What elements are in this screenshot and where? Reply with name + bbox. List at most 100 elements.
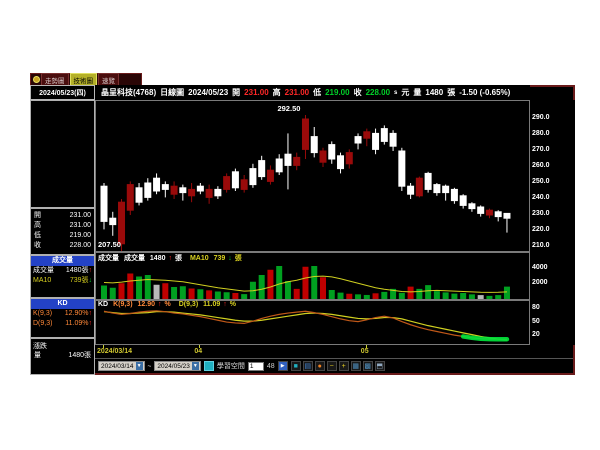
dropdown-arrow-icon[interactable]: ▼ bbox=[191, 362, 199, 370]
kd-pane-k-unit: % bbox=[164, 301, 171, 308]
kd-pane-k-value: 12.90 bbox=[137, 301, 156, 308]
indicator-label: K(9,3) bbox=[33, 310, 53, 317]
time-axis: 2024/03/14 04 05 bbox=[95, 345, 530, 358]
bar-count: 48 bbox=[266, 362, 275, 370]
sidebar-blank-panel bbox=[30, 100, 95, 208]
page-input[interactable] bbox=[247, 361, 264, 371]
apply-icon[interactable]: ■ bbox=[290, 361, 301, 371]
kd-tick-80: 80 bbox=[532, 304, 540, 311]
indicator-row-成交量: 成交量 1480張↑ bbox=[31, 266, 94, 276]
price-tick-260: 260.0 bbox=[532, 162, 550, 169]
price-tick-280: 280.0 bbox=[532, 130, 550, 137]
date-cell: 2024/05/23(四) bbox=[30, 85, 95, 100]
quote-label: 高 bbox=[34, 222, 41, 229]
chart-date: 2024/05/23 bbox=[188, 88, 229, 97]
indicator-value: 739張↓ bbox=[69, 277, 93, 284]
trend-arrow-icon: ↑ bbox=[88, 267, 93, 274]
vol-pane-ma-label: MA10 bbox=[189, 255, 209, 262]
ma-down-arrow-icon: ↓ bbox=[228, 255, 232, 262]
quote-row-高: 高 231.00 bbox=[33, 221, 92, 231]
change-volume-label: 量 bbox=[34, 352, 41, 359]
zoom-in-icon[interactable]: + bbox=[338, 361, 349, 371]
price-tick-290: 290.0 bbox=[532, 114, 550, 121]
flag: s bbox=[394, 89, 398, 96]
open-label: 開 bbox=[232, 88, 241, 97]
kd-pane-title: KD bbox=[98, 301, 109, 308]
d-up-arrow-icon: ↑ bbox=[223, 301, 227, 308]
range-separator: ~ bbox=[147, 362, 152, 370]
volume-pane[interactable]: 成交量 成交量 1480 ↑ 張 MA10 739 ↓ 張 bbox=[95, 252, 530, 300]
sidebar-kd-panel[interactable]: KD K(9,3) 12.90%↑ D(9,3) 11.09%↑ bbox=[30, 298, 95, 338]
title-bar: 晶呈科技(4768) 日線圖 2024/05/23 開 231.00 高 231… bbox=[95, 85, 530, 100]
low-value: 219.00 bbox=[325, 88, 350, 97]
sidebar-volume-panel[interactable]: 成交量 成交量 1480張↑ MA10 739張↓ bbox=[30, 255, 95, 298]
x-label-2024/03/14: 2024/03/14 bbox=[97, 348, 133, 355]
chart-type-label: 日線圖 bbox=[160, 88, 185, 97]
quote-value: 228.00 bbox=[69, 242, 91, 249]
chart-icon[interactable]: ▤ bbox=[302, 361, 313, 371]
kd-pane[interactable]: KD K(9,3) 12.90 ↑% D(9,3) 11.09 ↑% bbox=[95, 300, 530, 345]
change-label: 漲跌 bbox=[33, 343, 47, 350]
price-tick-270: 270.0 bbox=[532, 146, 550, 153]
volume-value: 1480 bbox=[425, 88, 444, 97]
app-icon[interactable] bbox=[33, 76, 40, 83]
open-value: 231.00 bbox=[244, 88, 269, 97]
grid-icon[interactable]: ▦ bbox=[350, 361, 361, 371]
sidebar-kd-header[interactable]: KD bbox=[31, 299, 94, 309]
x-label-05: 05 bbox=[360, 348, 369, 355]
quote-label: 低 bbox=[34, 232, 41, 239]
indicator-label: D(9,3) bbox=[33, 320, 53, 327]
price-chart-pane[interactable]: 292.50 207.50 bbox=[95, 100, 530, 252]
volume-label: 量 bbox=[413, 88, 422, 97]
price-tick-230: 230.0 bbox=[532, 210, 550, 217]
indicator-row-D(9,3): D(9,3) 11.09%↑ bbox=[31, 319, 94, 329]
x-tick bbox=[103, 345, 104, 348]
currency-label: 元 bbox=[401, 88, 410, 97]
x-tick bbox=[199, 345, 201, 348]
quote-row-開: 開 231.00 bbox=[33, 211, 92, 221]
kd-pane-d-label: D(9,3) bbox=[178, 301, 199, 308]
range-end-value: 2024/05/23 bbox=[157, 362, 190, 370]
price-tick-240: 240.0 bbox=[532, 194, 550, 201]
expand-icon[interactable]: ⬒ bbox=[374, 361, 385, 371]
close-value: 228.00 bbox=[365, 88, 391, 97]
change-volume-value: 1480張 bbox=[68, 352, 91, 359]
indicator-label: MA10 bbox=[33, 277, 52, 284]
dropdown-arrow-icon[interactable]: ▼ bbox=[135, 362, 143, 370]
target-icon[interactable]: ● bbox=[314, 361, 325, 371]
high-annotation: 292.50 bbox=[277, 104, 301, 113]
kd-pane-k-label: K(9,3) bbox=[113, 301, 133, 308]
vol-pane-ma-value: 739 bbox=[213, 255, 226, 262]
quote-value: 231.00 bbox=[69, 212, 91, 219]
indicator-row-K(9,3): K(9,3) 12.90%↑ bbox=[31, 309, 94, 319]
indicator-value: 11.09%↑ bbox=[65, 320, 93, 327]
vol-up-arrow-icon: ↑ bbox=[168, 255, 172, 262]
price-tick-250: 250.0 bbox=[532, 178, 550, 185]
vol-pane-ma-unit: 張 bbox=[234, 255, 242, 262]
volume-tick-2000: 2000 bbox=[532, 279, 548, 286]
quote-row-收: 收 228.00 bbox=[33, 241, 92, 251]
trend-arrow-icon: ↑ bbox=[88, 320, 93, 327]
sidebar-volume-header[interactable]: 成交量 bbox=[31, 256, 94, 266]
next-button[interactable]: ▶ bbox=[277, 361, 288, 371]
indicator-label: 成交量 bbox=[33, 267, 54, 274]
x-tick bbox=[365, 345, 367, 348]
indicator-row-MA10: MA10 739張↓ bbox=[31, 276, 94, 286]
quote-label: 開 bbox=[34, 212, 41, 219]
vol-pane-vol-unit: 張 bbox=[174, 255, 182, 262]
kd-tick-20: 20 bbox=[532, 331, 540, 338]
range-end-dropdown[interactable]: 2024/05/23 ▼ bbox=[154, 361, 201, 371]
price-tick-220: 220.0 bbox=[532, 226, 550, 233]
panel-icon[interactable]: ▩ bbox=[362, 361, 373, 371]
trend-arrow-icon: ↓ bbox=[88, 277, 93, 284]
vol-pane-title: 成交量 bbox=[98, 255, 119, 262]
range-start-dropdown[interactable]: 2024/03/14 ▼ bbox=[98, 361, 145, 371]
zoom-out-icon[interactable]: − bbox=[326, 361, 337, 371]
quote-value: 219.00 bbox=[69, 232, 91, 239]
kd-pane-d-unit: % bbox=[229, 301, 236, 308]
volume-unit: 張 bbox=[447, 88, 456, 97]
app-window: 走勢圖 技術圖 速覽 2024/05/23(四) 晶呈科技(4768) 日線圖 20… bbox=[30, 72, 575, 375]
apply-button[interactable] bbox=[203, 361, 214, 371]
vol-pane-vol-value: 1480 bbox=[149, 255, 166, 262]
quote-label: 收 bbox=[34, 242, 41, 249]
